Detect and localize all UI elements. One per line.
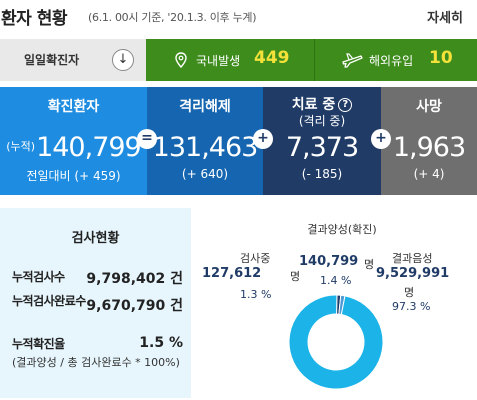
test-result-chart: 검사중 127,612 명 1.3 % 결과양성(확진) 140,799 명 1… <box>196 208 477 398</box>
stat-confirmed-delta: 전일대비 (+ 459) <box>26 169 121 183</box>
donut-slice-positive <box>338 294 346 316</box>
page-header: 환자 현황 (6.1. 00시 기준, '20.1.3. 이후 누계) 자세히 <box>0 0 477 34</box>
overseas-label: 해외유입 <box>369 54 414 68</box>
chart-label-positive: 결과양성(확진) <box>307 223 377 236</box>
domestic-label: 국내발생 <box>196 54 241 68</box>
stat-treatment-title-row: 치료 중? <box>263 94 381 114</box>
chart-pct-positive: 1.4 % <box>320 274 352 287</box>
overseas-value: 10 <box>429 48 453 68</box>
stat-treatment-delta: (- 185) <box>301 167 343 181</box>
page-subtitle: (6.1. 00시 기준, '20.1.3. 이후 누계) <box>88 11 257 24</box>
chart-value-positive: 140,799 <box>299 254 359 269</box>
stat-released-title: 격리해제 <box>179 99 231 115</box>
daily-confirmed-bar: 일일확진자 ↓ 국내발생 449 해외유입 10 <box>0 39 477 81</box>
chart-label-testing: 검사중 <box>240 252 271 265</box>
test-row-label: 누적검사완료수 <box>12 294 86 308</box>
donut-slice-testing <box>336 294 342 315</box>
test-row-value: 9,670,790 건 <box>86 298 183 314</box>
page-title: 환자 현황 <box>1 9 67 29</box>
stat-treatment-title: 치료 중 <box>291 97 336 113</box>
location-pin-icon <box>175 52 187 69</box>
domestic-value: 449 <box>254 48 290 68</box>
test-row-label: 누적확진율 <box>12 337 65 351</box>
stat-treatment: 치료 중? (격리 중) 7,373 (- 185) <box>263 87 381 195</box>
donut-slice-negative <box>288 294 384 390</box>
plus-icon: + <box>253 129 273 149</box>
daily-label-box: 일일확진자 ↓ <box>0 39 146 81</box>
overseas-cases: 해외유입 10 <box>314 39 477 81</box>
chart-pct-negative: 97.3 % <box>392 300 431 313</box>
stat-confirmed-value-row: (누적)140,799 <box>0 132 147 163</box>
arrow-down-icon[interactable]: ↓ <box>112 49 134 71</box>
stat-released: 격리해제 131,463 (+ 640) <box>147 87 263 195</box>
equals-icon: = <box>137 129 157 149</box>
stat-death-delta: (+ 4) <box>413 167 445 181</box>
chart-unit-testing: 명 <box>290 270 301 283</box>
stat-released-delta: (+ 640) <box>181 167 229 181</box>
donut-chart <box>288 294 384 390</box>
test-row-value: 9,798,402 건 <box>86 271 183 287</box>
stat-released-value: 131,463 <box>152 132 259 163</box>
chart-unit-negative: 명 <box>404 286 415 299</box>
stat-death-title: 사망 <box>416 99 442 115</box>
stat-treatment-sub: (격리 중) <box>298 114 346 128</box>
test-status-panel: 검사현황 누적검사수 9,798,402 건 누적검사완료수 9,670,790… <box>0 208 191 398</box>
plus-icon: + <box>371 129 391 149</box>
patient-stats: 확진환자 (누적)140,799 전일대비 (+ 459) 격리해제 131,4… <box>0 87 477 195</box>
more-details-link[interactable]: 자세히 <box>427 11 463 26</box>
stat-death: 사망 1,963 (+ 4) <box>381 87 477 195</box>
help-icon[interactable]: ? <box>338 98 353 112</box>
stat-confirmed-prefix: (누적) <box>6 140 36 153</box>
chart-label-negative: 결과음성 <box>392 252 433 265</box>
test-row-label: 누적검사수 <box>12 270 65 284</box>
stat-confirmed-title: 확진환자 <box>47 99 100 115</box>
airplane-icon <box>342 53 363 68</box>
chart-value-testing: 127,612 <box>202 266 262 281</box>
domestic-cases: 국내발생 449 <box>146 39 314 81</box>
stat-confirmed: 확진환자 (누적)140,799 전일대비 (+ 459) <box>0 87 147 195</box>
positive-rate-note: (결과양성 / 총 검사완료수 * 100%) <box>12 356 180 369</box>
stat-confirmed-value: 140,799 <box>36 132 142 163</box>
stat-treatment-value: 7,373 <box>285 132 359 163</box>
chart-value-negative: 9,529,991 <box>376 266 450 281</box>
test-status-title: 검사현황 <box>71 231 120 246</box>
daily-label: 일일확진자 <box>24 53 80 67</box>
test-row-value: 1.5 % <box>139 335 183 351</box>
chart-unit-positive: 명 <box>364 258 375 271</box>
stat-death-value: 1,963 <box>392 132 466 163</box>
chart-pct-testing: 1.3 % <box>240 288 272 301</box>
